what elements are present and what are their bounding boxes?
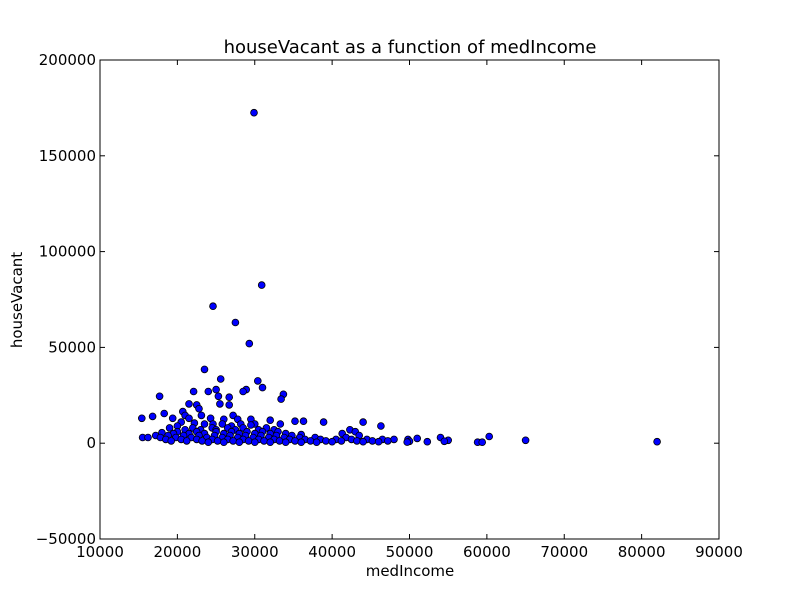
x-tick-label: 40000 [308,543,356,561]
data-point [297,438,306,447]
data-point [423,437,432,446]
data-point [291,437,299,445]
data-point [197,411,206,420]
data-point [239,387,247,396]
data-point [359,418,367,426]
data-point [216,400,224,408]
data-point [521,436,530,445]
data-point [138,414,146,423]
data-point [281,438,290,447]
data-point [390,435,398,444]
data-point [277,395,285,403]
y-tick-label: 100000 [39,243,96,261]
data-point [374,437,383,446]
points-layer [138,108,661,447]
data-point [250,108,258,117]
data-point [403,438,412,446]
data-point [245,339,254,348]
x-tick-label: 10000 [76,543,124,561]
data-point [251,438,259,447]
data-point [198,437,206,445]
data-point [291,417,299,426]
data-point [253,377,262,385]
data-point [266,438,275,447]
data-point [353,437,361,445]
data-point [258,383,267,392]
y-tick-label: 0 [86,434,96,452]
data-point [212,385,220,394]
data-point [213,437,222,445]
x-tick-label: 50000 [386,543,434,561]
data-point [383,437,392,445]
data-point [200,420,209,428]
data-point [306,437,315,445]
data-point [368,437,377,445]
data-point [257,281,266,289]
x-tick-label: 70000 [540,543,588,561]
y-tick-label: −50000 [36,530,96,548]
data-point [167,437,176,445]
data-point [209,302,217,311]
data-point [200,365,209,374]
x-tick-label: 80000 [618,543,666,561]
data-point [204,387,213,396]
x-tick-label: 60000 [463,543,511,561]
data-point [225,401,234,409]
data-point [322,437,330,445]
data-point [216,375,225,383]
data-point [319,418,328,426]
x-axis-label: medIncome [366,562,455,580]
data-point [247,421,255,429]
data-point [189,387,198,396]
y-tick-label: 50000 [48,338,96,356]
data-point [244,437,253,445]
data-point [148,412,157,421]
data-point [160,409,169,418]
data-point [266,416,275,425]
chart-title: houseVacant as a function of medIncome [224,37,597,58]
x-axis-ticks: 10000 20000 30000 40000 50000 60000 70000 80000… [76,60,743,561]
data-point [377,422,385,430]
data-point [220,438,228,447]
data-point [275,437,284,445]
data-point [168,414,177,423]
x-tick-label: 90000 [695,543,743,561]
data-point [440,437,449,446]
data-point [299,417,308,426]
x-tick-label: 30000 [231,543,279,561]
data-point [359,437,367,446]
data-point [653,437,661,446]
data-point [185,400,193,408]
data-point [276,420,285,428]
data-point [214,392,223,401]
data-point [144,433,152,442]
y-tick-label: 150000 [39,147,96,165]
data-point [229,437,237,445]
data-point [204,438,213,447]
data-point [235,438,244,447]
data-point [218,420,227,428]
data-point [225,393,234,402]
data-point [478,438,487,447]
data-point [231,318,240,327]
data-point [155,392,164,401]
y-axis-label: houseVacant [8,252,26,348]
data-point [312,438,321,447]
data-point [485,432,494,441]
y-tick-label: 200000 [39,51,96,69]
x-tick-label: 20000 [154,543,202,561]
data-point [337,437,346,445]
data-point [328,437,336,446]
data-point [195,404,203,413]
data-point [165,424,174,432]
data-point [260,437,268,445]
data-point [185,414,193,423]
y-axis-ticks: −50000 0 50000 100000 150000 200000 [36,51,719,548]
data-point [413,434,422,443]
data-point [182,437,191,445]
